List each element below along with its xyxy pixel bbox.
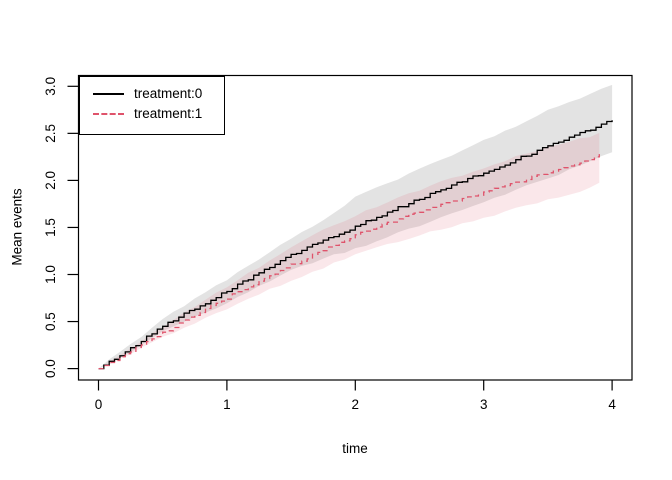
legend-item-0: treatment:0 (80, 84, 224, 104)
legend-item-1: treatment:1 (80, 104, 224, 124)
x-axis-label: time (342, 441, 368, 456)
legend-label: treatment:1 (134, 106, 203, 122)
y-tick-label: 0.0 (43, 359, 58, 378)
legend-line-sample-solid (93, 93, 124, 95)
x-tick-label: 3 (480, 397, 488, 412)
y-tick-label: 1.5 (43, 218, 58, 237)
y-tick-label: 1.0 (43, 265, 58, 284)
axes: 0 1 2 3 4 0.0 0.5 1.0 1.5 2.0 2.5 3.0 (43, 74, 633, 412)
x-tick-label: 2 (352, 397, 360, 412)
y-tick-label: 2.0 (43, 171, 58, 190)
legend-line-sample-dashed (93, 113, 124, 115)
y-axis-label: Mean events (9, 188, 25, 266)
legend-label: treatment:0 (134, 86, 203, 102)
x-tick-label: 0 (95, 397, 103, 412)
x-tick-label: 4 (608, 397, 616, 412)
mean-curve-treatment-0 (98, 120, 613, 370)
y-tick-label: 2.5 (43, 124, 58, 143)
legend: treatment:0 treatment:1 (79, 76, 225, 135)
y-tick-label: 3.0 (43, 77, 58, 96)
plot-box (77, 74, 633, 381)
confidence-band-treatment-1 (98, 132, 600, 369)
x-tick-label: 1 (223, 397, 231, 412)
mean-curves (98, 120, 613, 370)
mean-curve-treatment-1 (98, 154, 600, 370)
y-tick-label: 0.5 (43, 312, 58, 331)
